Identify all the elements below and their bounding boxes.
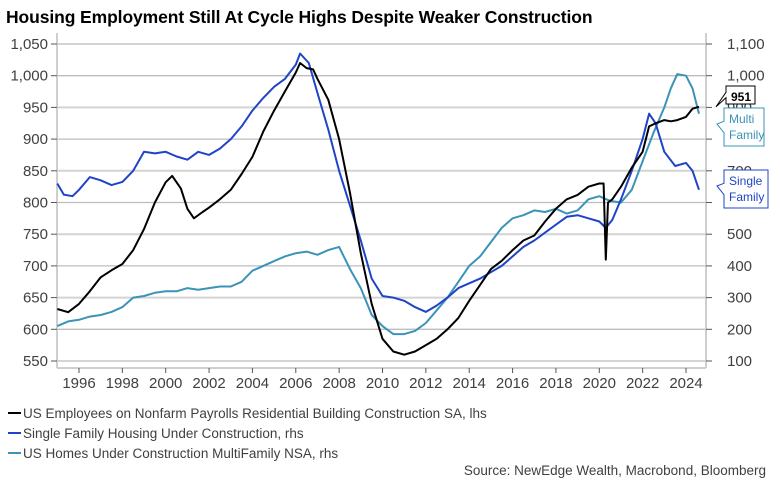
left-tick-label: 600: [23, 321, 48, 338]
x-tick-label: 2016: [496, 375, 529, 392]
legend-label-multifamily: US Homes Under Construction MultiFamily …: [23, 445, 339, 461]
callout-multi-family-text: Multi: [729, 112, 754, 126]
x-tick-label: 2008: [322, 375, 355, 392]
legend-label-employees: US Employees on Nonfarm Payrolls Residen…: [23, 405, 487, 421]
legend-swatch-single-family: [8, 431, 21, 435]
right-tick-label: 500: [727, 226, 752, 243]
legend-swatch-multifamily: [8, 451, 21, 455]
legend: US Employees on Nonfarm Payrolls Residen…: [8, 403, 487, 463]
x-tick-label: 2000: [149, 375, 182, 392]
x-tick-label: 2006: [279, 375, 312, 392]
right-tick-label: 1,000: [727, 68, 765, 85]
axes: [56, 33, 707, 369]
callout-multi-family: Multi Family: [716, 107, 765, 147]
employees-line: [57, 62, 700, 356]
left-tick-label: 900: [23, 131, 48, 148]
right-tick-label: 100: [727, 353, 752, 370]
legend-item-employees: US Employees on Nonfarm Payrolls Residen…: [8, 403, 487, 423]
right-tick-label: 400: [727, 258, 752, 275]
left-tick-label: 650: [23, 290, 48, 307]
callout-951-text: 951: [731, 90, 751, 104]
x-tick-label: 2018: [539, 375, 572, 392]
legend-swatch-employees: [8, 411, 21, 415]
x-tick-label: 2002: [192, 375, 225, 392]
x-tick-label: 2020: [583, 375, 616, 392]
series-lines: [56, 52, 700, 356]
chart-title: Housing Employment Still At Cycle Highs …: [6, 7, 593, 27]
x-tick-label: 2010: [366, 375, 399, 392]
source-note: Source: NewEdge Wealth, Macrobond, Bloom…: [463, 463, 766, 478]
x-tick-label: 2014: [453, 375, 486, 392]
callout-single-family: Single Family: [716, 169, 769, 209]
left-tick-label: 800: [23, 195, 48, 212]
x-tick-label: 2024: [669, 375, 702, 392]
left-tick-label: 550: [23, 353, 48, 370]
callout-single-family-text: Family: [729, 190, 764, 204]
x-tick-label: 1996: [62, 375, 95, 392]
legend-item-single-family: Single Family Housing Under Construction…: [8, 423, 487, 443]
left-tick-label: 700: [23, 258, 48, 275]
left-tick-label: 950: [23, 99, 48, 116]
right-tick-label: 1,100: [727, 36, 765, 53]
callout-951: 951: [715, 85, 756, 108]
left-tick-label: 850: [23, 163, 48, 180]
gridlines: [57, 43, 706, 362]
legend-label-single-family: Single Family Housing Under Construction…: [23, 425, 304, 441]
callout-single-family-box: [716, 169, 769, 209]
left-tick-label: 1,050: [10, 36, 48, 53]
x-tick-label: 2022: [626, 375, 659, 392]
multifamily-line: [56, 73, 700, 336]
x-tick-label: 2012: [409, 375, 442, 392]
left-axis-ticks: 550 600 650 700 750 800 850 900 950 1,000 1,050: [10, 36, 57, 370]
callout-multi-family-box: [716, 107, 765, 147]
right-tick-label: 200: [727, 321, 752, 338]
callout-single-family-text: Single: [729, 174, 763, 188]
right-tick-label: 300: [727, 290, 752, 307]
x-tick-label: 1998: [106, 375, 139, 392]
callout-951-box: [715, 85, 756, 108]
x-tick-label: 2004: [236, 375, 269, 392]
left-tick-label: 750: [23, 226, 48, 243]
callouts: 951 Multi Family Single Family: [715, 85, 769, 209]
left-tick-label: 1,000: [10, 68, 48, 85]
x-axis-ticks: 1996 1998 2000 2002 2004 2006 2008 2010 2012 2014…: [62, 368, 703, 392]
callout-multi-family-text: Family: [729, 128, 764, 142]
legend-item-multifamily: US Homes Under Construction MultiFamily …: [8, 443, 487, 463]
